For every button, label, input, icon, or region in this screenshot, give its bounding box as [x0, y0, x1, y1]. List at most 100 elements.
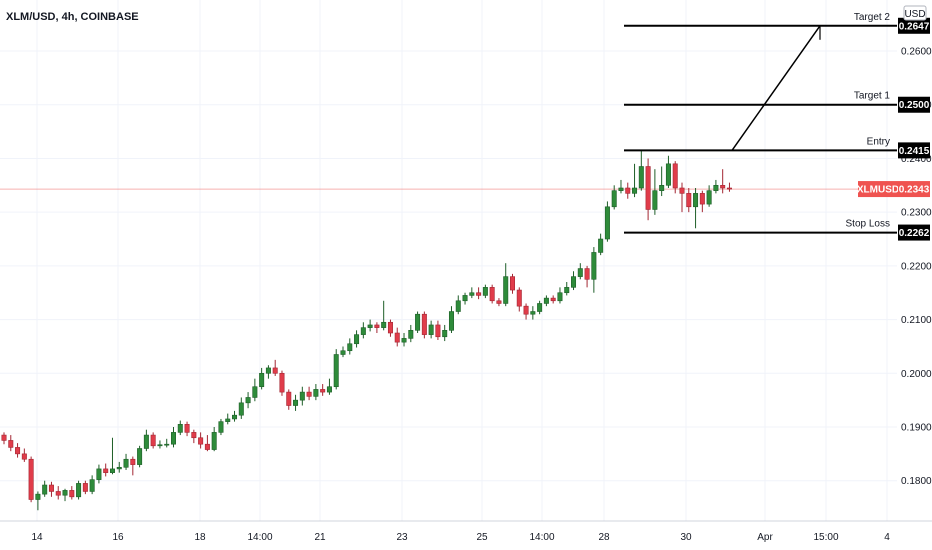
candle	[293, 394, 299, 411]
candle	[659, 166, 665, 197]
candle-body	[184, 424, 190, 433]
candle	[428, 320, 434, 339]
candle-body	[726, 187, 732, 190]
current-price-tag-box	[898, 181, 930, 198]
candle	[625, 182, 631, 199]
candle-body	[306, 391, 312, 397]
level-label: Stop Loss	[846, 219, 890, 230]
candle	[333, 349, 339, 390]
candle-body	[123, 458, 129, 468]
current-price-tag-value: 0.2343	[899, 185, 930, 196]
candle-body	[394, 332, 400, 343]
time-tick-label: 30	[680, 532, 692, 543]
projection-arrow	[731, 25, 821, 151]
level-price-tag-box	[898, 17, 930, 34]
candle-body	[679, 187, 685, 194]
candle	[1, 432, 7, 445]
candle	[123, 453, 129, 470]
price-tags: 0.2647 0.2500 0.2415 0.2262 XLMUSD 0.2343	[857, 17, 930, 241]
candle	[265, 365, 271, 379]
price-tick-label: 0.2100	[901, 315, 932, 326]
current-price-tag: XLMUSD 0.2343	[857, 181, 930, 198]
candle	[367, 319, 373, 332]
candle-body	[713, 185, 719, 191]
candle-body	[577, 268, 583, 277]
candle	[577, 263, 583, 280]
candle	[442, 324, 448, 342]
candle-body	[659, 185, 665, 191]
candle-body	[164, 443, 170, 446]
candle-body	[326, 386, 332, 393]
price-tick-label: 0.2400	[901, 154, 932, 165]
candle	[571, 271, 577, 291]
candle	[326, 378, 332, 395]
level-label: Target 1	[854, 91, 891, 102]
candle-body	[686, 193, 692, 208]
candle	[611, 185, 617, 210]
candle-body	[340, 350, 346, 355]
candle-body	[428, 324, 434, 335]
candle-body	[720, 185, 726, 189]
price-tick-label: 0.2000	[901, 369, 932, 380]
level-price-tag-box	[898, 142, 930, 159]
time-tick-label: 15:00	[813, 532, 838, 543]
candle	[130, 456, 136, 476]
candle-body	[476, 292, 482, 296]
candle	[645, 158, 651, 221]
candle	[82, 480, 88, 495]
candle-body	[448, 311, 454, 331]
candle	[62, 488, 68, 502]
candle	[394, 327, 400, 347]
candle	[693, 187, 699, 229]
currency-button-label[interactable]: USD	[904, 9, 925, 20]
time-tick-label: 4	[884, 532, 890, 543]
candle	[320, 384, 326, 396]
candle-body	[313, 389, 319, 397]
candle	[272, 359, 278, 376]
candles	[1, 150, 732, 511]
candle	[591, 247, 597, 293]
candle-body	[381, 321, 387, 328]
candle-body	[42, 484, 48, 495]
candle-body	[82, 483, 88, 492]
candle	[21, 448, 27, 462]
candle	[509, 273, 515, 294]
level-price-tag-value: 0.2500	[899, 100, 930, 111]
candle	[313, 384, 319, 401]
candle	[89, 475, 95, 495]
candle-body	[21, 453, 27, 460]
candle-body	[421, 313, 427, 335]
candle-body	[387, 321, 393, 334]
symbol-tag-label: XLMUSD	[857, 185, 899, 196]
candle-body	[482, 287, 488, 296]
level-price-tag-box	[898, 96, 930, 113]
candle	[150, 432, 156, 449]
candle	[530, 306, 536, 320]
candle-body	[252, 386, 258, 398]
candle	[211, 427, 217, 452]
candle	[523, 303, 529, 320]
currency-button-box[interactable]	[903, 5, 927, 21]
level-price-tag-value: 0.2647	[899, 21, 930, 32]
candle	[354, 330, 360, 348]
candle	[387, 319, 393, 337]
candle-body	[191, 432, 197, 439]
candle-body	[442, 330, 448, 338]
candle-body	[360, 327, 366, 335]
candle	[184, 421, 190, 437]
currency-button[interactable]: USD	[903, 5, 927, 21]
candle	[489, 284, 495, 304]
candle-body	[232, 414, 238, 420]
candle-body	[286, 391, 292, 406]
symbol-tag-box	[858, 181, 898, 198]
time-axis[interactable]: 14 16 18 14:00 21 23 25 14:00 28 30 Apr 15:00 4	[31, 532, 890, 543]
candle	[720, 169, 726, 194]
candle	[164, 438, 170, 448]
candle-body	[89, 479, 95, 492]
candle	[516, 287, 522, 312]
candle-body	[354, 334, 360, 345]
candle	[706, 185, 712, 207]
candle-body	[557, 292, 563, 302]
time-tick-label: 21	[314, 532, 326, 543]
